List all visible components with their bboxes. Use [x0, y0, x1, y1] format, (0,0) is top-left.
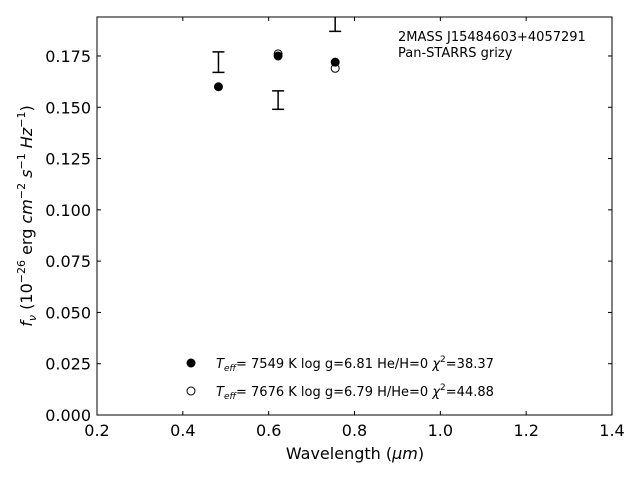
model-point-filled: [273, 51, 283, 61]
x-tick-label: 0.4: [170, 421, 195, 440]
x-tick-label: 0.2: [84, 421, 109, 440]
x-tick-label: 0.6: [256, 421, 281, 440]
plot-frame: [96, 16, 613, 416]
y-tick-label: 0.050: [45, 303, 91, 322]
y-tick-label: 0.025: [45, 355, 91, 374]
annotation-line-1: 2MASS J15484603+4057291: [398, 30, 586, 45]
x-axis-label: Wavelength (μm): [286, 444, 424, 463]
y-tick-label: 0.000: [45, 406, 91, 425]
model-point-filled: [213, 82, 223, 92]
observed-error-bar: [329, 17, 342, 33]
x-tick-label: 1.4: [599, 421, 624, 440]
y-tick-label: 0.175: [45, 47, 91, 66]
model-point-filled: [330, 57, 340, 67]
x-tick-label: 1.0: [428, 421, 453, 440]
y-tick-label: 0.100: [45, 201, 91, 220]
legend-marker-filled: [186, 358, 196, 368]
observed-error-bar: [212, 51, 225, 74]
y-tick-label: 0.125: [45, 150, 91, 169]
legend-entry-2: Teff= 7676 K log g=6.79 H/He=0 χ2=44.88: [216, 383, 494, 402]
y-axis-label: fν (10−26 erg cm−2 s−1 Hz−1): [15, 105, 39, 326]
legend-entry-1: Teff= 7549 K log g=6.81 He/H=0 χ2=38.37: [216, 355, 494, 374]
legend-marker-open: [186, 386, 196, 396]
x-tick-label: 0.8: [342, 421, 367, 440]
legend: Teff= 7549 K log g=6.81 He/H=0 χ2=38.37 …: [186, 355, 494, 402]
x-tick-label: 1.2: [513, 421, 538, 440]
observed-error-bar: [272, 90, 285, 111]
y-tick-label: 0.150: [45, 98, 91, 117]
annotation-line-2: Pan-STARRS grizy: [398, 46, 513, 61]
y-tick-label: 0.075: [45, 252, 91, 271]
